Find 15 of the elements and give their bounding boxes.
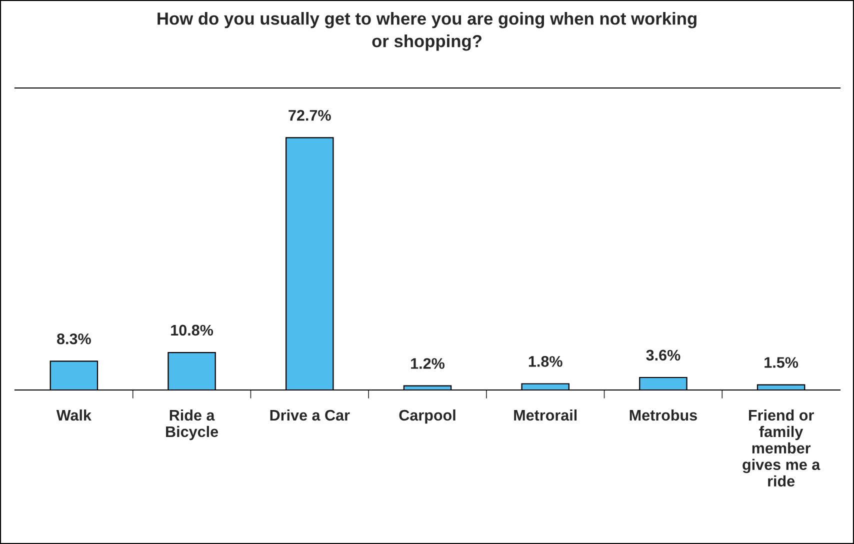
x-tick-label: Ride a Bicycle [166,409,218,440]
data-label: 3.6% [646,350,680,361]
data-label: 8.3% [57,333,91,344]
x-tick-label: Metrobus [630,409,697,421]
x-tick-label: Metrorail [514,409,577,421]
x-tick-label: Carpool [399,409,456,424]
chart-title: How do you usually get to where you are going when not working or shopping? [158,12,696,51]
data-label: 1.5% [764,357,798,368]
x-tick-label: Walk [56,409,92,421]
x-tick-label: Drive a Car [270,409,350,421]
data-label: 1.2% [411,358,445,369]
data-label: 10.8% [171,324,214,336]
x-tick-label: Friend or family member gives me a ride [742,409,820,487]
data-label: 1.8% [528,356,562,367]
data-label: 72.7% [288,110,331,121]
